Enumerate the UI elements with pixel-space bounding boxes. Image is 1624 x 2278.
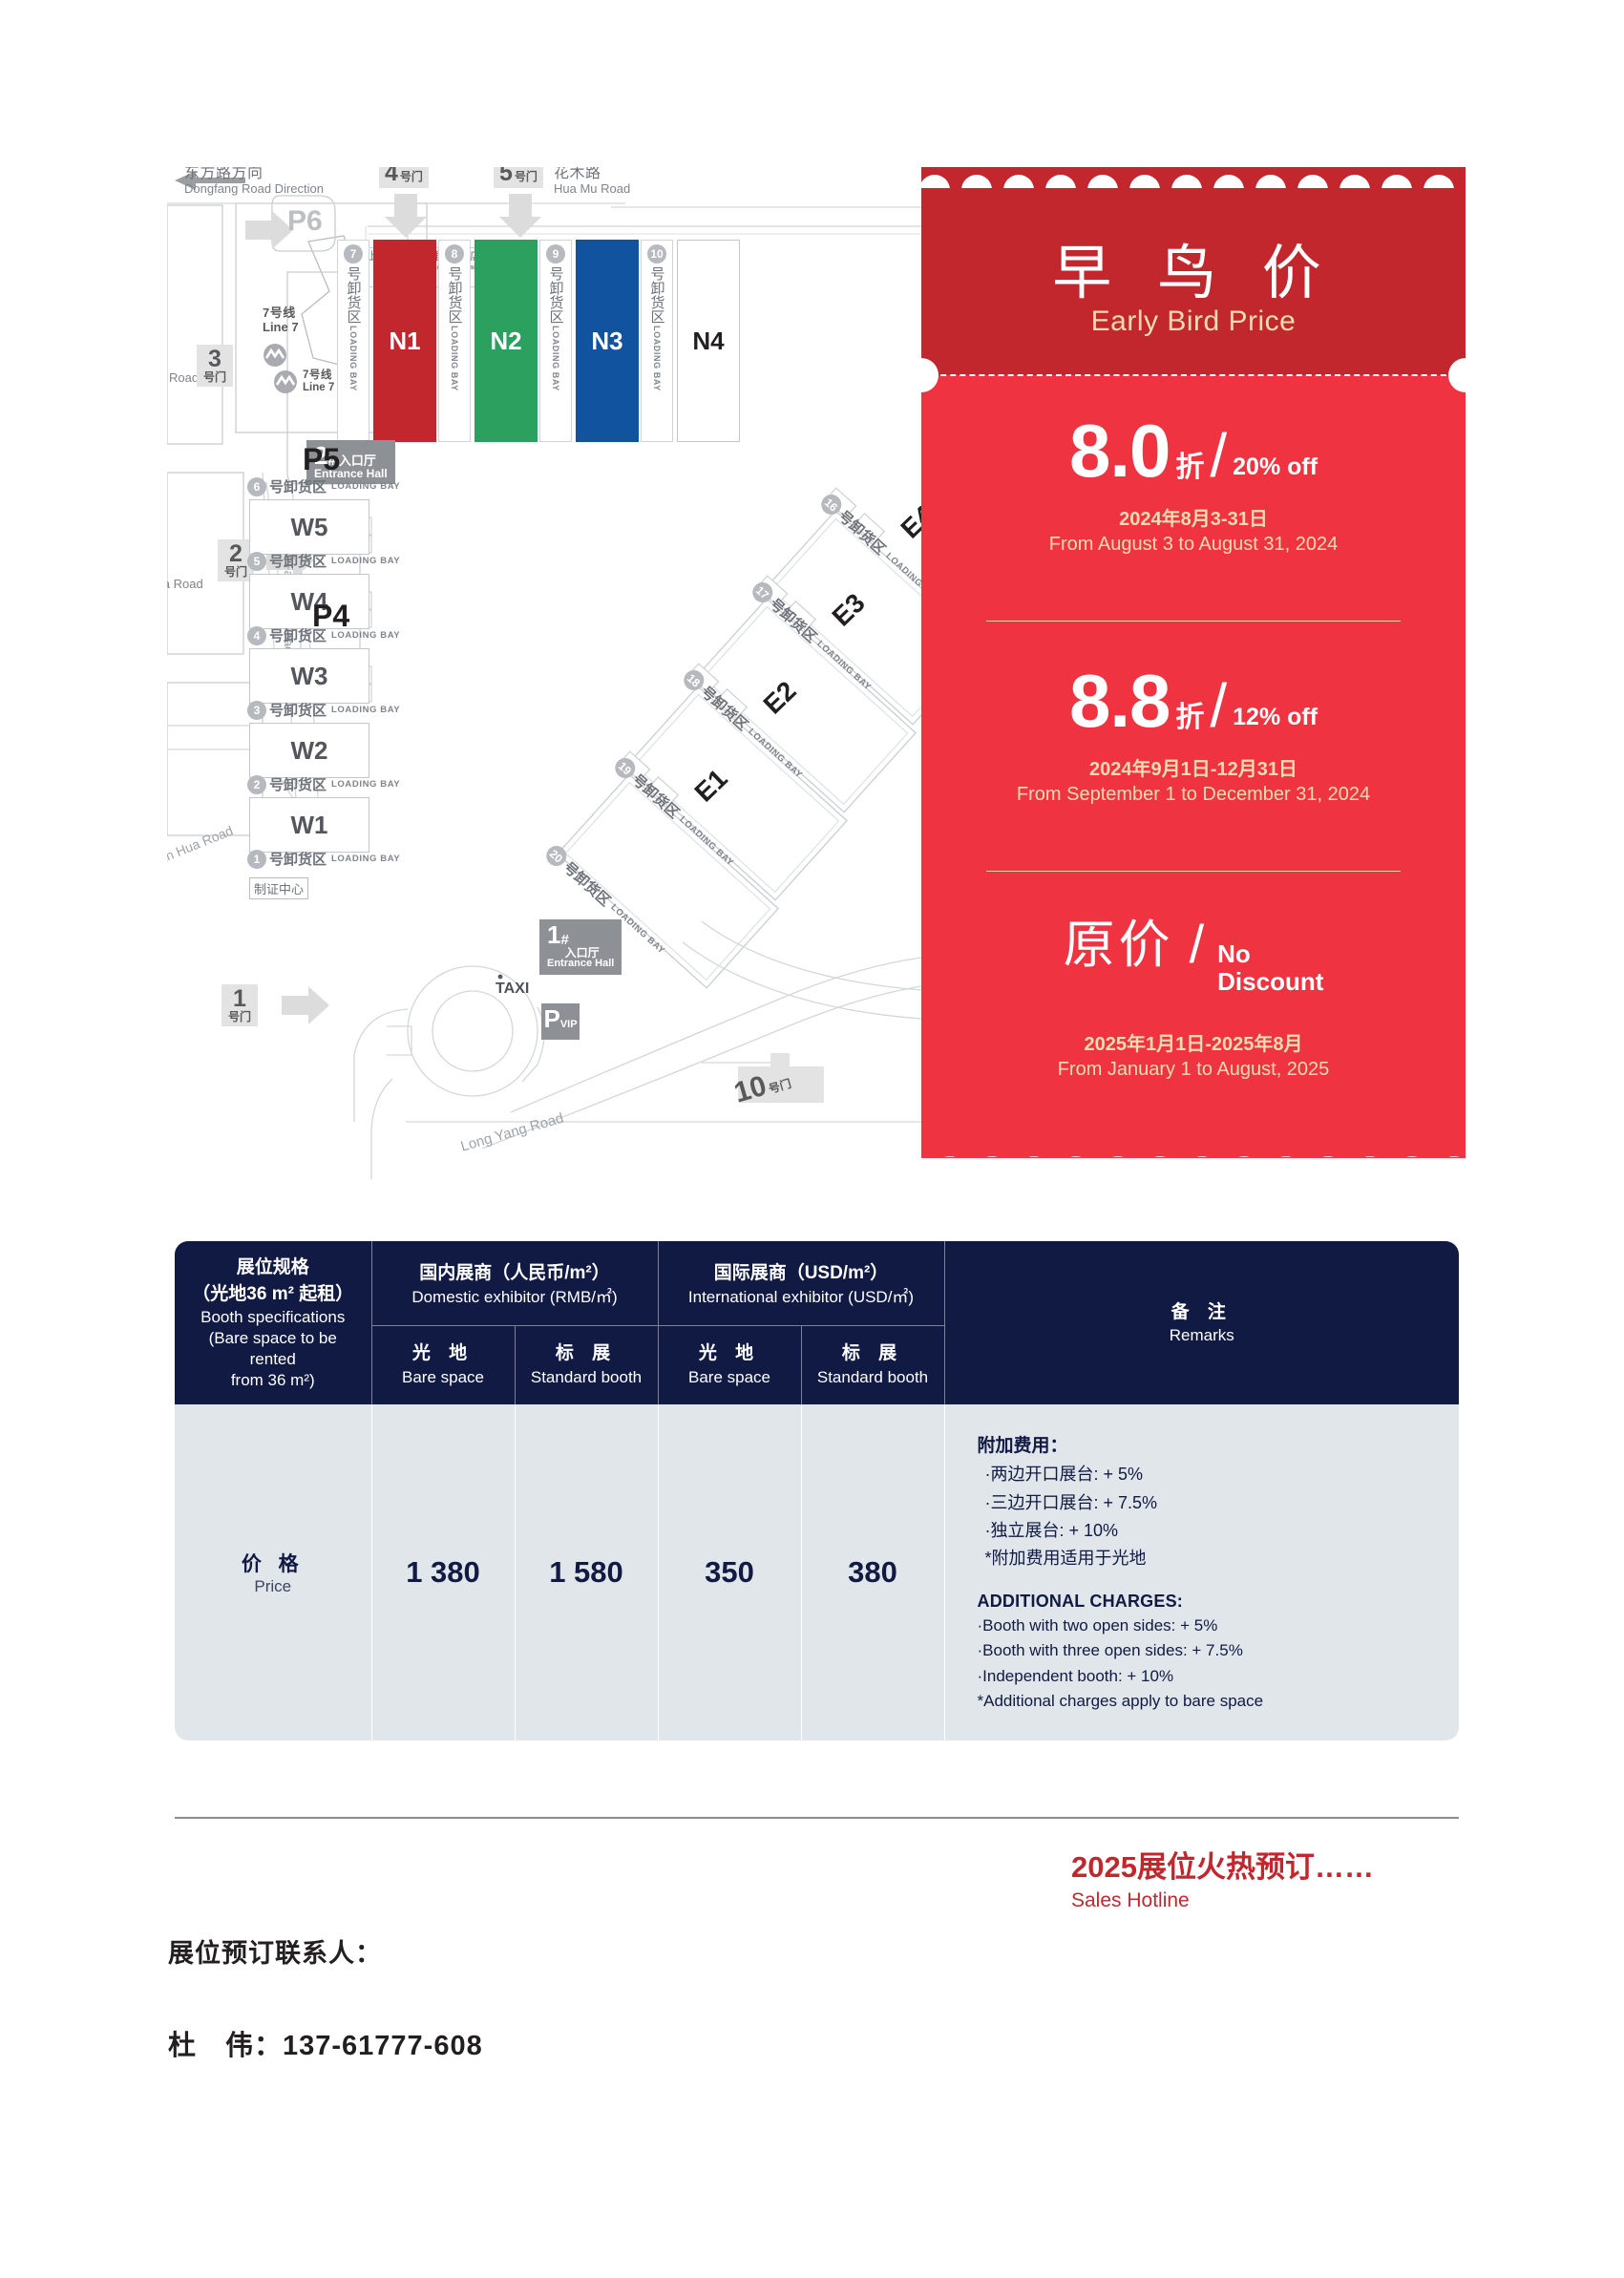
coupon-scallop-top: [921, 167, 1466, 190]
coupon-divider-2: [986, 871, 1401, 872]
header-booth-spec: 展位规格 （光地36 m² 起租） Booth specifications (…: [175, 1241, 372, 1405]
loading-bay-2: 2 号卸货区 LOADING BAY: [247, 774, 400, 794]
loading-bay-5: 5 号卸货区 LOADING BAY: [247, 551, 400, 571]
header-international: 国际展商（USD/m²） International exhibitor (US…: [658, 1241, 945, 1326]
hall-w4[interactable]: W4: [249, 574, 369, 629]
road-label-huamu: 花木路 Hua Mu Road: [554, 167, 631, 197]
header-domestic-standard-booth: 标 展 Standard booth: [515, 1325, 659, 1405]
loading-bay-1: 1 号卸货区 LOADING BAY: [247, 849, 400, 869]
gate-3[interactable]: 3 号门: [197, 345, 234, 387]
coupon-divider-1: [986, 621, 1401, 622]
badge-center-label: 制证中心: [249, 877, 309, 899]
coupon-body: [921, 375, 1466, 1156]
loading-bay-4: 4 号卸货区 LOADING BAY: [247, 625, 400, 645]
hall-n2[interactable]: N2: [475, 240, 538, 442]
entrance-hall-1[interactable]: 1 # 入口厅 Entrance Hall: [539, 919, 622, 975]
coupon-notch-right: [1448, 358, 1483, 392]
loading-bay-7: 7 号卸货区 LOADING BAY: [337, 240, 369, 442]
entrance-hall-2[interactable]: 2 # 入口厅 Entrance Hall: [306, 440, 395, 485]
road-label-yinghua: 樱花路 Ying Hua Road: [167, 577, 203, 592]
table-row: 价 格 Price 1 380 1 580 350: [175, 1404, 1459, 1741]
hotline-subtitle: Sales Hotline: [1071, 1889, 1190, 1911]
venue-map: 东方路方向 Dongfang Road Direction 花木路 Hua Mu…: [167, 167, 921, 1179]
cell-domestic-standard-booth: 1 580: [515, 1404, 659, 1741]
coupon-tier-no-discount: 原价 / No Discount 2025年1月1日-2025年8月 From …: [1057, 914, 1330, 1081]
header-international-bare-space: 光 地 Bare space: [658, 1325, 802, 1405]
coupon-title-en: Early Bird Price: [1090, 306, 1297, 337]
remarks-content: 附加费用： ·两边开口展台: + 5% ·三边开口展台: + 7.5% ·独立展…: [977, 1436, 1264, 1711]
price-table-grid: 展位规格 （光地36 m² 起租） Booth specifications (…: [175, 1241, 1459, 1741]
header-remarks: 备 注 Remarks: [944, 1241, 1459, 1405]
loading-bay-8: 8 号卸货区 LOADING BAY: [438, 240, 471, 442]
header-international-standard-booth: 标 展 Standard booth: [801, 1325, 945, 1405]
table-header-row-1: 展位规格 （光地36 m² 起租） Booth specifications (…: [175, 1241, 1459, 1405]
slash-divider-2: /: [1210, 671, 1228, 740]
parking-p6: P6: [287, 205, 323, 237]
loading-bay-3: 3 号卸货区 LOADING BAY: [247, 700, 400, 720]
dongfang-arrow: [175, 171, 245, 190]
metro-icon-a: [264, 344, 286, 367]
header-domestic: 国内展商（人民币/m²） Domestic exhibitor (RMB/㎡): [371, 1241, 659, 1326]
coupon-tier-1: 8.0 折 / 20% off 2024年8月3-31日 From August…: [1048, 409, 1339, 555]
metro-icon-b: [274, 370, 297, 393]
hall-w2[interactable]: W2: [249, 723, 369, 778]
table-header-row-2: 光 地 Bare space 标 展 Standard booth 光 地 Ba…: [175, 1325, 1459, 1405]
hall-n1[interactable]: N1: [373, 240, 436, 442]
gate-2[interactable]: 2 号门: [218, 539, 255, 581]
gate-5[interactable]: 5 号门: [494, 167, 543, 188]
price-table: 展位规格 （光地36 m² 起租） Booth specifications (…: [175, 1241, 1459, 1747]
coupon-title-cn: 早 鸟 价: [1052, 238, 1335, 307]
hall-w3[interactable]: W3: [249, 648, 369, 704]
cell-remarks: 附加费用： ·两边开口展台: + 5% ·三边开口展台: + 7.5% ·独立展…: [944, 1404, 1459, 1741]
sales-hotline-block: 2025展位火热预订…… Sales Hotline: [1071, 1843, 1463, 1912]
coupon-scallop-bottom: [921, 1133, 1466, 1158]
coupon-header-band: [921, 188, 1466, 375]
contact-person[interactable]: 杜 伟：137-61777-608: [168, 2031, 483, 2061]
loading-bay-10: 10 号卸货区 LOADING BAY: [641, 240, 673, 442]
contact-label: 展位预订联系人：: [168, 1939, 382, 1968]
dongfang-direction-label: 东方路方向 Dongfang Road Direction: [184, 167, 324, 197]
map-base-geometry: [167, 171, 921, 1179]
loading-bay-6: 6 号卸货区 LOADING BAY: [247, 476, 400, 496]
gate-4[interactable]: 4 号门: [379, 167, 429, 188]
early-bird-coupon: 早 鸟 价 Early Bird Price 8.0 折 / 20% off 2…: [904, 167, 1483, 1179]
gate-1[interactable]: 1 号门: [221, 984, 259, 1026]
hall-w5[interactable]: W5: [249, 499, 369, 555]
header-domestic-bare-space: 光 地 Bare space: [371, 1325, 516, 1405]
parking-vip: P VIP: [541, 1003, 580, 1040]
loading-bay-9: 9 号卸货区 LOADING BAY: [539, 240, 572, 442]
metro-line7-label-b: 7号线 Line 7: [303, 369, 335, 394]
footer-divider: [175, 1817, 1459, 1819]
parking-p4: P4: [312, 599, 350, 633]
metro-line7-label-a: 7号线 Line 7: [263, 306, 299, 334]
taxi-label: TAXI: [496, 981, 530, 997]
hall-n4[interactable]: N4: [677, 240, 740, 442]
coupon-notch-left: [904, 358, 939, 392]
price-table-wrap: 展位规格 （光地36 m² 起租） Booth specifications (…: [175, 1241, 1459, 1741]
hotline-headline: 2025展位火热预订……: [1071, 1850, 1374, 1884]
slash-divider-3: /: [1189, 914, 1205, 974]
parking-p5: P5: [303, 442, 341, 476]
coupon-perforation: [921, 374, 1466, 376]
coupon-tier-2: 8.8 折 / 12% off 2024年9月1日-12月31日 From Se…: [1016, 659, 1371, 805]
hall-n3[interactable]: N3: [576, 240, 639, 442]
hall-w1[interactable]: W1: [249, 797, 369, 853]
cell-international-standard-booth: 380: [801, 1404, 945, 1741]
cell-domestic-bare-space: 1 380: [371, 1404, 516, 1741]
slash-divider-1: /: [1210, 421, 1228, 490]
cell-international-bare-space: 350: [658, 1404, 802, 1741]
cell-price-label: 价 格 Price: [175, 1404, 372, 1741]
road-label-meihua: 梅花路 Mei Hua Road: [167, 370, 200, 386]
